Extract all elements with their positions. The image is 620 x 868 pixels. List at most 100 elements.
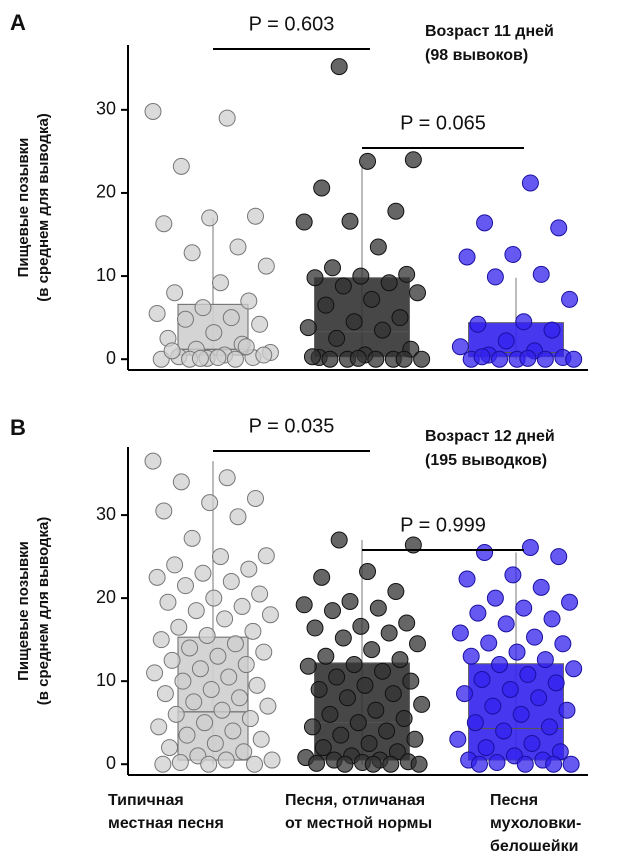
data-point [387, 582, 405, 600]
data-point [398, 614, 416, 632]
data-point [216, 610, 234, 628]
data-point [408, 635, 426, 653]
data-point [413, 350, 431, 368]
y-tick-label: 10 [96, 670, 116, 690]
data-point [255, 346, 273, 364]
data-point [200, 755, 218, 773]
data-point [369, 238, 387, 256]
data-point [233, 597, 251, 615]
data-point [303, 718, 321, 736]
data-point [359, 563, 377, 581]
data-point [504, 566, 522, 584]
data-point [486, 268, 504, 286]
y-tick-label: 30 [96, 99, 116, 119]
data-point [519, 349, 537, 367]
data-point [470, 755, 488, 773]
data-point [488, 754, 506, 772]
data-point [176, 577, 194, 595]
data-point [255, 643, 273, 661]
data-point [532, 578, 550, 596]
data-point [328, 668, 346, 686]
data-point [543, 610, 561, 628]
data-point [404, 536, 422, 554]
data-point [240, 560, 258, 578]
data-point [317, 296, 335, 314]
data-point [408, 284, 426, 302]
p-value: P = 0.603 [249, 13, 335, 35]
data-point [150, 718, 168, 736]
x-category-label: белошейки [490, 838, 578, 855]
data-point [191, 349, 209, 367]
x-category-label: от местной нормы [285, 815, 432, 832]
data-point [206, 734, 224, 752]
data-point [449, 730, 467, 748]
data-point [185, 693, 203, 711]
data-point [172, 157, 190, 175]
data-point [469, 315, 487, 333]
data-point [512, 705, 530, 723]
data-point [491, 656, 509, 674]
y-axis-label: (в среднем для выводка) [35, 113, 52, 302]
data-point [451, 624, 469, 642]
data-point [324, 259, 342, 277]
data-point [201, 494, 219, 512]
data-point [226, 635, 244, 653]
data-point [163, 651, 181, 669]
data-point [217, 751, 235, 769]
data-point [194, 299, 212, 317]
data-point [501, 680, 519, 698]
data-point [205, 324, 223, 342]
data-point [369, 599, 387, 617]
data-point [497, 615, 515, 633]
data-point [561, 593, 579, 611]
data-point [550, 219, 568, 237]
data-point [317, 647, 335, 665]
data-point [363, 641, 381, 659]
data-point [174, 672, 192, 690]
panel-label: A [10, 10, 26, 35]
data-point [402, 672, 420, 690]
data-point [332, 726, 350, 744]
data-point [349, 349, 367, 367]
data-point [310, 680, 328, 698]
data-point [462, 647, 480, 665]
data-point [473, 671, 491, 689]
data-point [194, 564, 212, 582]
data-point [263, 751, 281, 769]
data-point [380, 274, 398, 292]
data-point [526, 628, 544, 646]
data-point [384, 685, 402, 703]
data-point [352, 617, 370, 635]
data-point [246, 207, 264, 225]
data-point [391, 651, 409, 669]
data-point [536, 651, 554, 669]
y-tick-label: 0 [106, 348, 116, 368]
p-value: P = 0.035 [249, 415, 335, 437]
data-point [172, 473, 190, 491]
data-point [550, 548, 568, 566]
data-point [166, 284, 184, 302]
data-point [336, 755, 354, 773]
age-annotation: Возраст 11 дней [425, 23, 554, 40]
data-point [476, 543, 494, 561]
data-point [156, 685, 174, 703]
data-point [486, 589, 504, 607]
data-point [456, 685, 474, 703]
data-point [341, 592, 359, 610]
data-point [530, 689, 548, 707]
data-point [167, 705, 185, 723]
data-point [163, 342, 181, 360]
data-point [334, 277, 352, 295]
data-point [508, 643, 526, 661]
data-point [391, 309, 409, 327]
data-point [251, 585, 269, 603]
data-point [224, 722, 242, 740]
data-point [321, 705, 339, 723]
data-point [536, 350, 554, 368]
data-point [146, 664, 164, 682]
data-point [410, 755, 428, 773]
x-category-label: Песня [490, 792, 538, 809]
data-point [246, 489, 264, 507]
data-point [330, 531, 348, 549]
